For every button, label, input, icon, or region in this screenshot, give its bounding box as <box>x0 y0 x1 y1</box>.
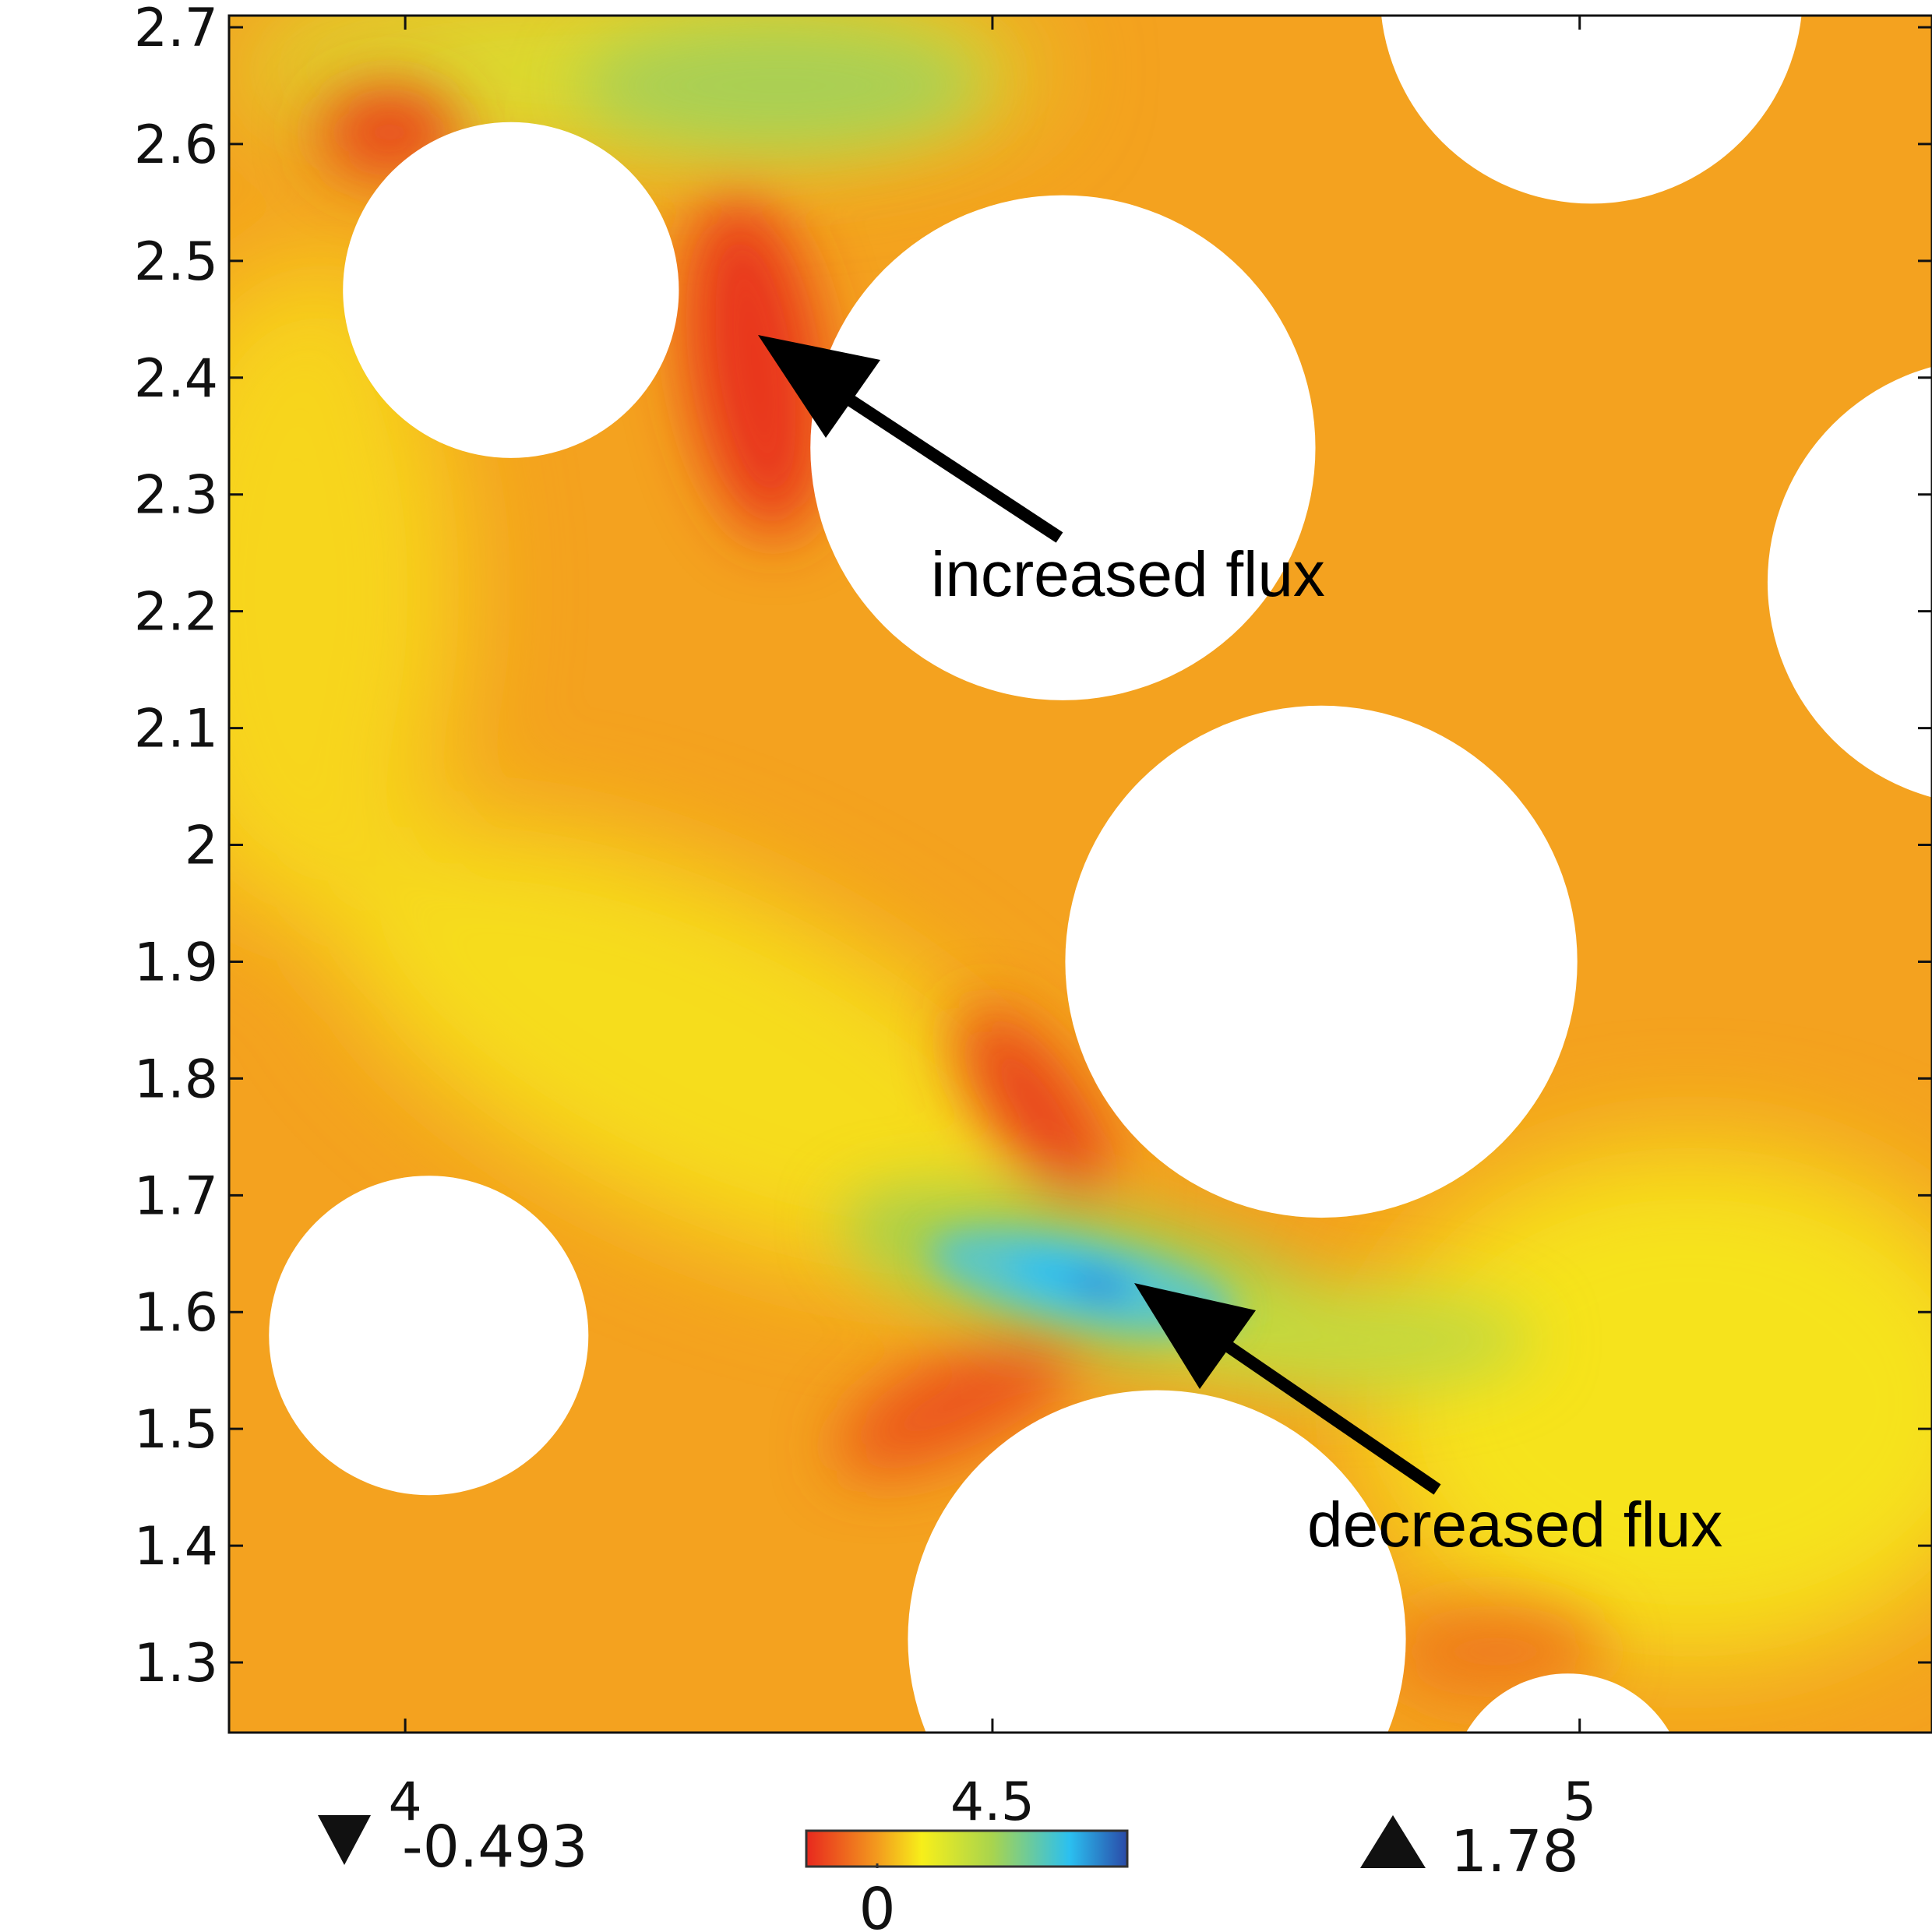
y-tick-label: 2.1 <box>134 699 218 760</box>
y-tick-label: 2.6 <box>134 115 218 176</box>
y-tick-label: 1.7 <box>134 1165 218 1227</box>
min-value-triangle-icon <box>318 1815 371 1865</box>
obstacle-7 <box>908 1390 1406 1733</box>
increased-flux-arrow <box>822 379 1063 543</box>
decreased-flux-arrowhead <box>1134 1283 1256 1389</box>
plot-frame <box>227 14 1932 1734</box>
y-tick-label: 1.4 <box>134 1516 218 1578</box>
y-tick-label: 2.3 <box>134 465 218 527</box>
y-tick-label: 2.4 <box>134 348 218 410</box>
colorbar-max-label: 1.78 <box>1451 1818 1579 1885</box>
y-tick-label: 1.5 <box>134 1399 218 1461</box>
y-tick-label: 2.5 <box>134 231 218 293</box>
max-value-triangle-icon <box>1360 1815 1426 1868</box>
colorbar: -0.493 0 1.78 <box>318 1814 1579 1932</box>
decreased-flux-arrow <box>1204 1327 1441 1495</box>
decreased-flux-annotation: decreased flux <box>1134 1283 1722 1560</box>
obstacle-5 <box>1065 705 1578 1218</box>
y-tick-label: 1.8 <box>134 1049 218 1110</box>
obstacle-3 <box>1381 16 1802 204</box>
y-tick-label: 2.7 <box>134 0 218 59</box>
x-axis: 4 4.5 5 <box>389 16 1596 1833</box>
y-tick-label: 2.2 <box>134 582 218 643</box>
obstacle-2 <box>810 195 1316 700</box>
y-tick-label: 1.6 <box>134 1282 218 1344</box>
obstacle-6 <box>269 1176 589 1496</box>
y-tick-label: 2 <box>185 816 218 877</box>
obstacle-8 <box>1465 1673 1670 1733</box>
x-tick-label: 4 <box>389 1772 422 1833</box>
colorbar-zero-label: 0 <box>858 1876 895 1932</box>
obstacle-layer <box>269 16 1932 1733</box>
x-tick-label: 5 <box>1563 1772 1596 1833</box>
increased-flux-label: increased flux <box>931 539 1325 610</box>
decreased-flux-label: decreased flux <box>1307 1490 1722 1560</box>
x-tick-label: 4.5 <box>950 1772 1035 1833</box>
colorbar-min-label: -0.493 <box>402 1814 588 1881</box>
obstacle-4 <box>1768 366 1932 798</box>
obstacle-1 <box>343 122 679 458</box>
colorbar-gradient <box>805 1829 1129 1868</box>
y-tick-label: 1.9 <box>134 932 218 993</box>
y-axis: 1.3 1.4 1.5 1.6 1.7 1.8 1.9 2 2.1 2.2 2.3 2.4 2.5 2.6… <box>134 0 1932 1694</box>
increased-flux-annotation: increased flux <box>758 335 1325 610</box>
y-tick-label: 1.3 <box>134 1633 218 1694</box>
increased-flux-arrowhead <box>758 335 880 438</box>
